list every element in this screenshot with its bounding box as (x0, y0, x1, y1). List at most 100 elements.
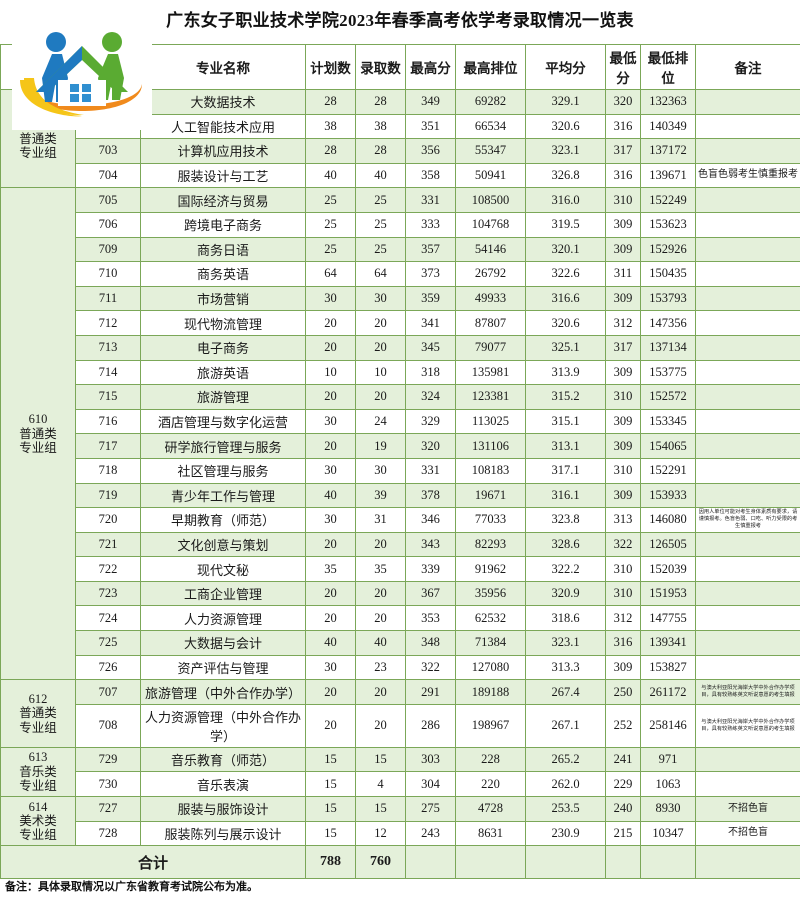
cell-admitted: 40 (355, 630, 406, 656)
total-avg (525, 845, 606, 880)
cell-admitted: 30 (355, 285, 406, 312)
table-row: 613 音乐类 专业组 729 音乐教育（师范） 15 15 303 228 265.2 241… (0, 746, 800, 798)
cell-code: 726 (75, 654, 141, 681)
cell-avg: 316.0 (525, 187, 606, 213)
cell-high-rank: 135981 (455, 359, 526, 386)
cell-high-score: 348 (405, 630, 456, 656)
cell-code: 723 (75, 580, 141, 607)
cell-admitted: 20 (355, 334, 406, 361)
cell-plan: 20 (305, 334, 356, 361)
cell-name: 音乐教育（师范） (140, 746, 306, 773)
cell-low-score: 310 (605, 556, 641, 582)
cell-name: 大数据与会计 (140, 630, 306, 656)
cell-high-rank: 82293 (455, 531, 526, 558)
cell-avg: 322.6 (525, 261, 606, 287)
cell-low-score: 316 (605, 630, 641, 656)
table-row: 614 美术类 专业组 727 服装与服饰设计 15 15 275 4728 253.5 240… (0, 796, 800, 847)
cell-admitted: 15 (355, 796, 406, 822)
cell-admitted: 4 (355, 771, 406, 798)
cell-plan: 15 (305, 820, 356, 847)
cell-low-score: 241 (605, 746, 641, 773)
cell-remark: 不招色盲 (695, 796, 800, 822)
cell-high-score: 331 (405, 457, 456, 484)
cell-low-rank: 150435 (640, 261, 696, 287)
cell-high-rank: 104768 (455, 211, 526, 238)
cell-admitted: 12 (355, 820, 406, 847)
cell-name: 研学旅行管理与服务 (140, 433, 306, 459)
cell-low-score: 309 (605, 211, 641, 238)
cell-low-rank: 8930 (640, 796, 696, 822)
col-header-low-score: 最低分 (605, 44, 641, 90)
cell-avg: 253.5 (525, 796, 606, 822)
cell-code: 720 (75, 507, 141, 533)
cell-code: 729 (75, 746, 141, 773)
cell-low-score: 316 (605, 113, 641, 140)
cell-plan: 20 (305, 384, 356, 410)
cell-name: 人力资源管理（中外合作办学） (140, 703, 306, 748)
cell-name: 音乐表演 (140, 771, 306, 798)
cell-low-score: 252 (605, 703, 641, 748)
cell-admitted: 64 (355, 261, 406, 287)
cell-plan: 20 (305, 580, 356, 607)
cell-avg: 326.8 (525, 162, 606, 189)
cell-low-rank: 971 (640, 746, 696, 773)
cell-high-score: 373 (405, 261, 456, 287)
cell-remark (695, 359, 800, 386)
cell-admitted: 20 (355, 310, 406, 336)
cell-low-rank: 153827 (640, 654, 696, 681)
cell-avg: 319.5 (525, 211, 606, 238)
cell-low-score: 309 (605, 482, 641, 509)
cell-low-score: 229 (605, 771, 641, 798)
cell-code: 708 (75, 703, 141, 748)
cell-low-score: 310 (605, 580, 641, 607)
cell-plan: 30 (305, 654, 356, 681)
cell-avg: 315.1 (525, 408, 606, 435)
table-row: 714 旅游英语 10 10 318 135981 313.9 309 153775 (1, 359, 800, 386)
cell-low-rank: 137134 (640, 334, 696, 361)
cell-avg: 317.1 (525, 457, 606, 484)
page-title: 广东女子职业技术学院2023年春季高考依学考录取情况一览表 (166, 11, 634, 30)
cell-code: 730 (75, 771, 141, 798)
cell-plan: 40 (305, 162, 356, 189)
table-row: 706 跨境电子商务 25 25 333 104768 319.5 309 153623 (1, 211, 800, 238)
cell-high-score: 303 (405, 746, 456, 773)
cell-avg: 325.1 (525, 334, 606, 361)
cell-code: 728 (75, 820, 141, 847)
cell-high-score: 324 (405, 384, 456, 410)
cell-low-score: 310 (605, 187, 641, 213)
cell-high-rank: 108500 (455, 187, 526, 213)
table-row: 724 人力资源管理 20 20 353 62532 318.6 312 147755 (1, 605, 800, 632)
cell-admitted: 40 (355, 162, 406, 189)
cell-plan: 28 (305, 89, 356, 115)
table-row: 704 服装设计与工艺 40 40 358 50941 326.8 316 139671 色盲色弱… (1, 162, 800, 189)
cell-high-score: 353 (405, 605, 456, 632)
col-header-plan: 计划数 (305, 44, 356, 90)
cell-name: 商务英语 (140, 261, 306, 287)
cell-low-score: 309 (605, 654, 641, 681)
cell-low-rank: 151953 (640, 580, 696, 607)
cell-high-rank: 71384 (455, 630, 526, 656)
cell-code: 713 (75, 334, 141, 361)
cell-low-score: 312 (605, 310, 641, 336)
cell-high-score: 320 (405, 433, 456, 459)
table-row: 722 现代文秘 35 35 339 91962 322.2 310 152039 (1, 556, 800, 582)
cell-admitted: 38 (355, 113, 406, 140)
cell-code: 716 (75, 408, 141, 435)
cell-remark (695, 771, 800, 798)
cell-name: 旅游英语 (140, 359, 306, 386)
cell-name: 现代文秘 (140, 556, 306, 582)
cell-plan: 20 (305, 679, 356, 705)
cell-high-rank: 131106 (455, 433, 526, 459)
cell-avg: 320.6 (525, 310, 606, 336)
cell-high-rank: 19671 (455, 482, 526, 509)
cell-plan: 20 (305, 310, 356, 336)
cell-avg: 320.6 (525, 113, 606, 140)
cell-high-rank: 123381 (455, 384, 526, 410)
cell-remark (695, 187, 800, 213)
cell-remark (695, 482, 800, 509)
cell-name: 旅游管理 (140, 384, 306, 410)
cell-high-rank: 108183 (455, 457, 526, 484)
group-label-1: 610 普通类 专业组 (0, 187, 76, 681)
cell-plan: 30 (305, 408, 356, 435)
